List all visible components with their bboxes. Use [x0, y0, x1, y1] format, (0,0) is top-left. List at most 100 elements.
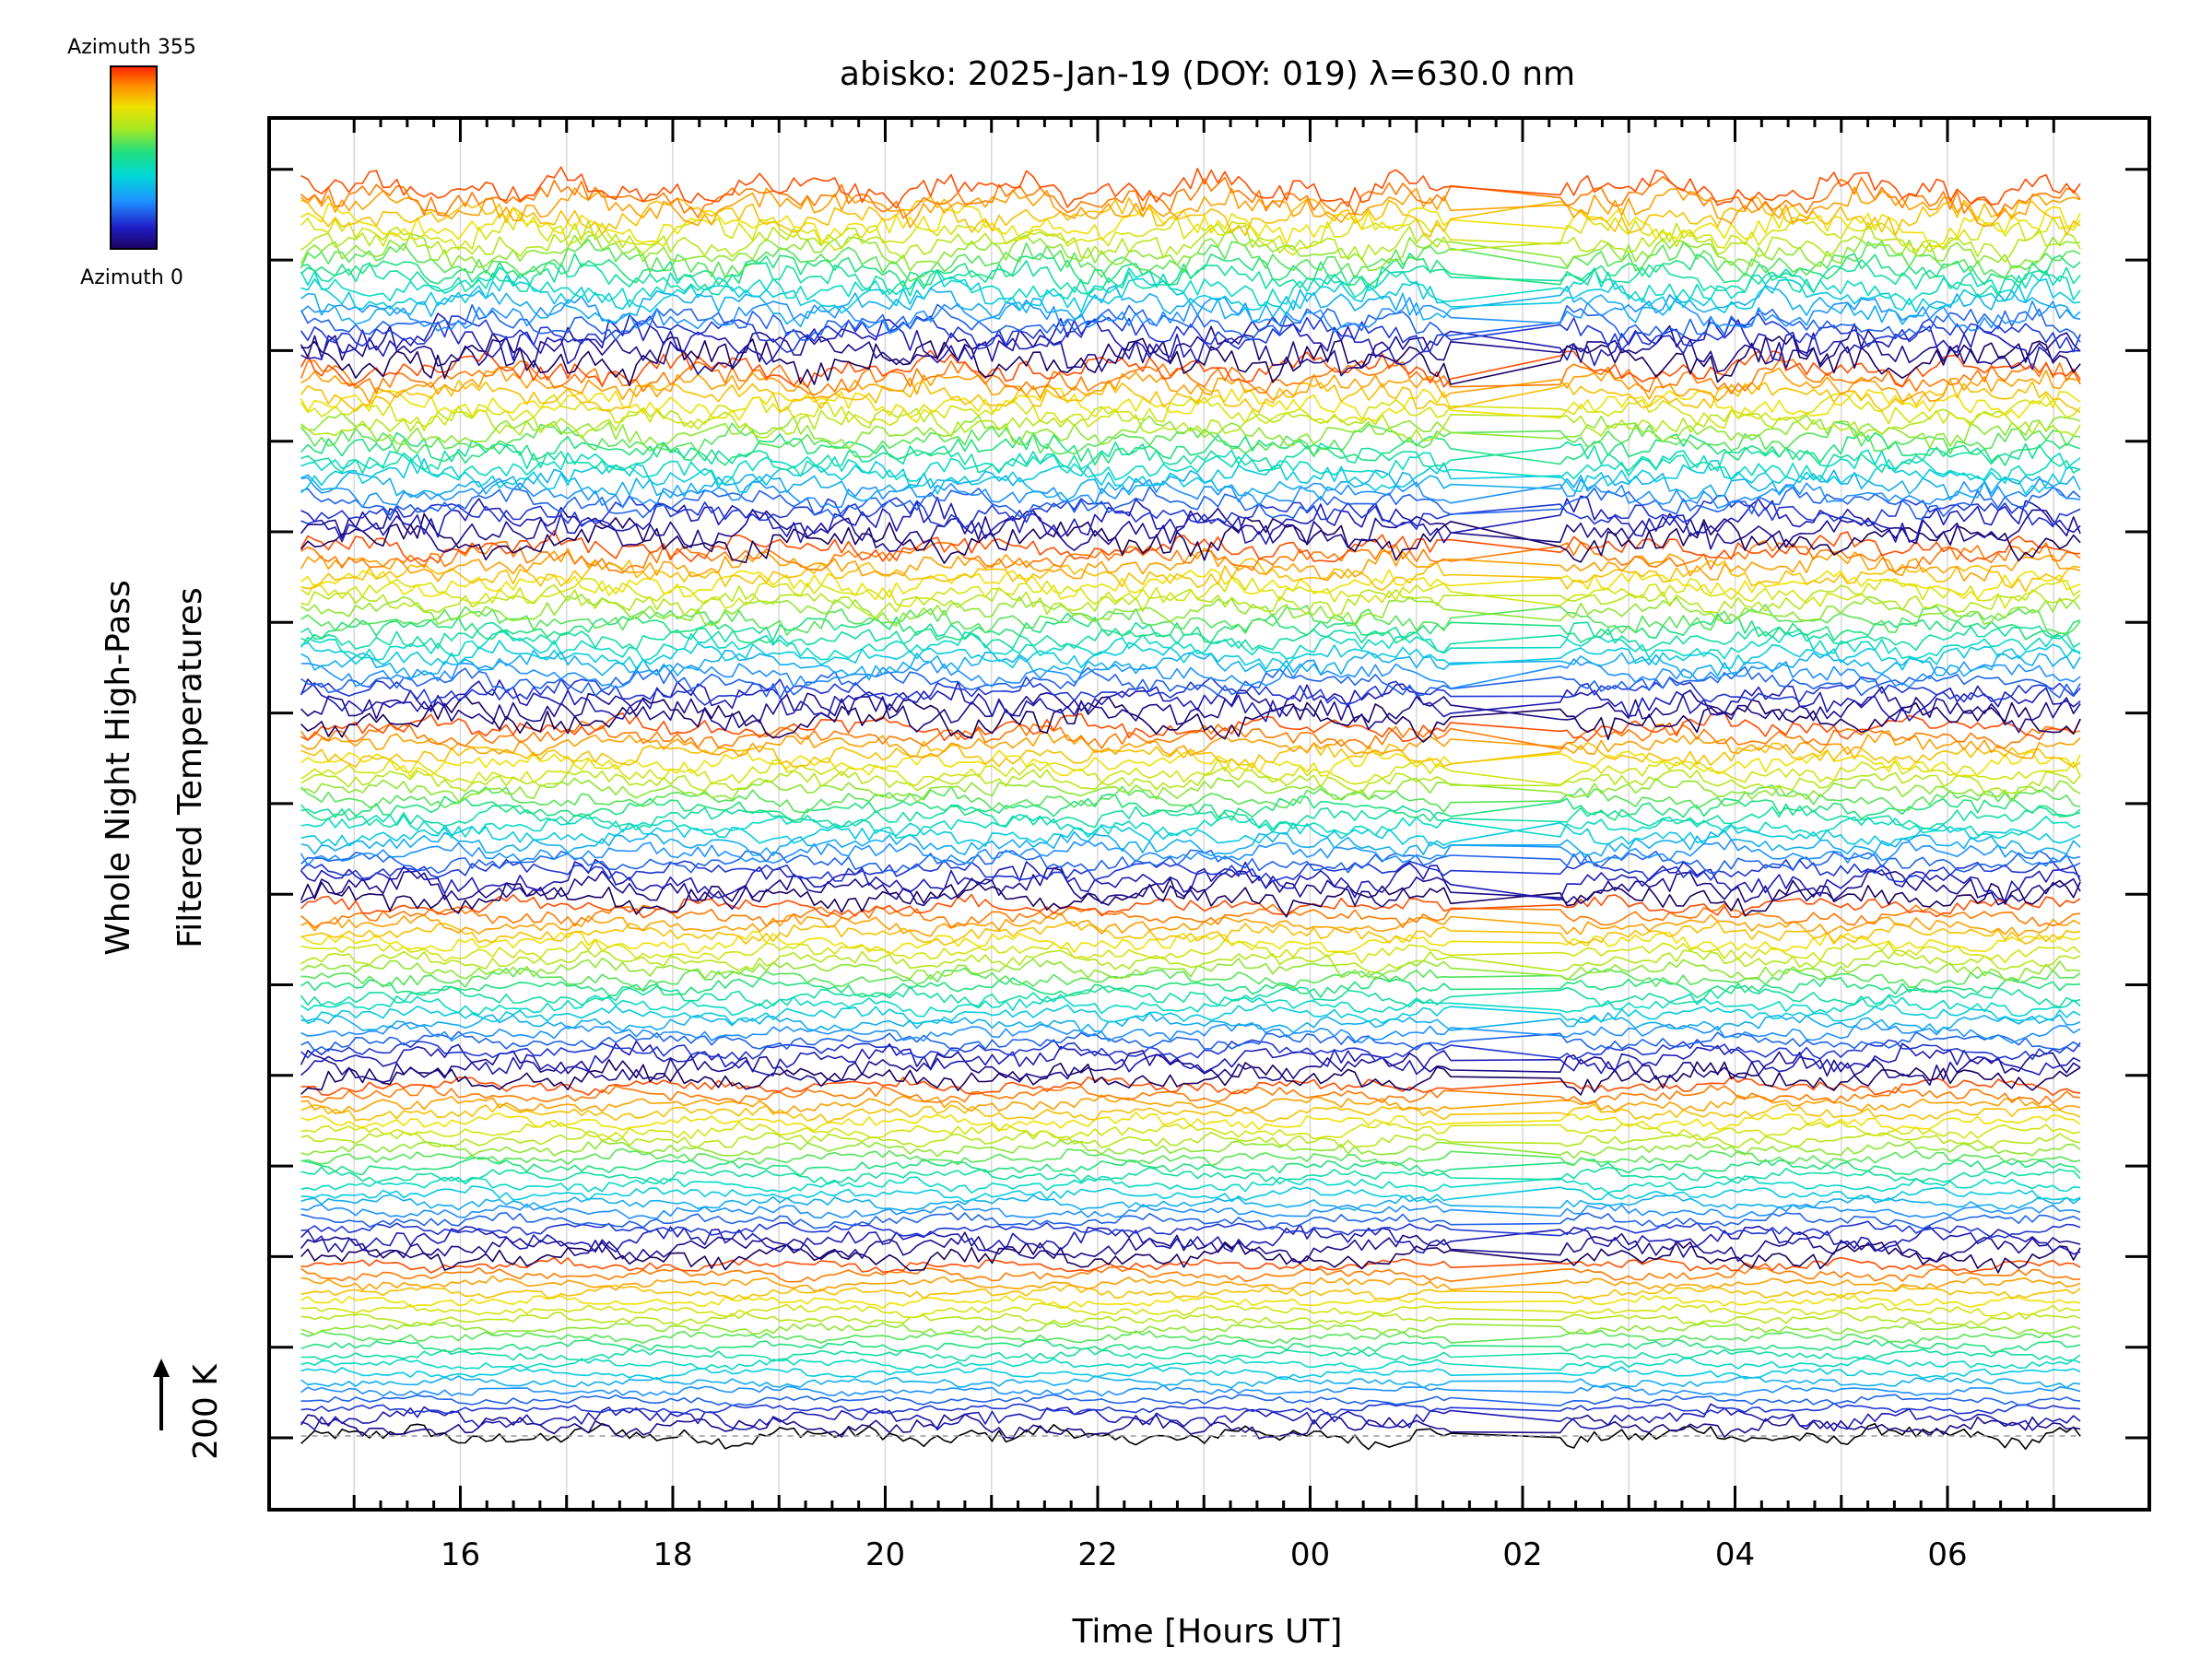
trace-line [300, 1139, 2081, 1159]
trace-line [300, 1059, 2081, 1096]
trace-line [300, 949, 2081, 973]
trace-line [300, 877, 2081, 918]
trace-line [300, 757, 2081, 786]
trace-line [300, 1166, 2081, 1185]
x-tick-label: 02 [1502, 1536, 1542, 1573]
trace-line [300, 393, 2081, 431]
trace-line [300, 1112, 2081, 1132]
trace-line [300, 1265, 2081, 1283]
trace-line [300, 468, 2081, 502]
trace-line [300, 1312, 2081, 1326]
trace-line [300, 748, 2081, 778]
trace-line [300, 1212, 2081, 1230]
trace-line [300, 266, 2081, 308]
x-tick-label: 22 [1077, 1536, 1117, 1573]
trace-line [300, 529, 2081, 564]
trace-line [300, 604, 2081, 636]
trace-line [300, 766, 2081, 794]
x-tick-label: 04 [1715, 1536, 1755, 1573]
trace-line [300, 676, 2081, 706]
x-tick-label: 16 [441, 1536, 480, 1573]
trace-line [300, 777, 2081, 803]
trace-line [300, 333, 2081, 387]
trace-line [300, 957, 2081, 982]
trace-line [300, 976, 2081, 999]
trace-line [300, 813, 2081, 840]
trace-line [300, 1338, 2081, 1354]
trace-line [300, 1293, 2081, 1310]
trace-line [300, 406, 2081, 442]
chart-title: abisko: 2025-Jan-19 (DOY: 019) λ=630.0 n… [840, 55, 1575, 93]
trace-line [300, 967, 2081, 991]
trace-line [300, 993, 2081, 1018]
trace-line [300, 720, 2081, 750]
trace-line [300, 303, 2081, 343]
x-tick-label: 18 [653, 1536, 692, 1573]
trace-line [300, 359, 2081, 396]
trace-line [300, 1050, 2081, 1088]
trace-line [300, 665, 2081, 700]
trace-line [300, 984, 2081, 1008]
trace-line [300, 1004, 2081, 1025]
trace-line [300, 1076, 2081, 1097]
trace-line [300, 1321, 2081, 1335]
trace-line [300, 712, 2081, 743]
trace-line [300, 1012, 2081, 1034]
trace-line [300, 1423, 2081, 1451]
trace-line [300, 219, 2081, 263]
trace-line [300, 195, 2081, 238]
plot-frame [267, 116, 2151, 1512]
trace-line [300, 1366, 2081, 1381]
trace-line [300, 1240, 2081, 1274]
trace-line [300, 822, 2081, 847]
scale-label: 200 K [187, 1363, 225, 1460]
trace-line [300, 547, 2081, 582]
trace-line [300, 540, 2081, 574]
trace-line [300, 803, 2081, 831]
trace-line [300, 412, 2081, 450]
trace-line [300, 457, 2081, 495]
trace-line [300, 830, 2081, 857]
trace-line [300, 858, 2081, 883]
trace-line [300, 477, 2081, 510]
trace-line [300, 1302, 2081, 1319]
trace-line [300, 349, 2081, 389]
trace-line [300, 1203, 2081, 1219]
trace-line [300, 186, 2081, 229]
trace-line [300, 794, 2081, 822]
trace-line [300, 1275, 2081, 1292]
trace-line [300, 1039, 2081, 1062]
trace-line [300, 275, 2081, 316]
trace-line [300, 730, 2081, 759]
trace-line [300, 649, 2081, 681]
trace-line [300, 621, 2081, 653]
trace-line [300, 912, 2081, 937]
axis-ticks [269, 118, 2149, 1510]
trace-line [300, 506, 2081, 553]
trace-line [300, 640, 2081, 671]
trace-line [300, 612, 2081, 644]
trace-line [300, 938, 2081, 964]
trace-line [300, 1030, 2081, 1053]
trace-line [300, 384, 2081, 423]
trace-line [300, 1102, 2081, 1124]
x-tick-label: 00 [1290, 1536, 1330, 1573]
trace-line [300, 1130, 2081, 1149]
trace-line [300, 512, 2081, 564]
trace-line [300, 678, 2081, 723]
trace-line [300, 1021, 2081, 1044]
trace-line [300, 902, 2081, 929]
trace-line [300, 1185, 2081, 1203]
trace-line [300, 1231, 2081, 1263]
trace-line [300, 312, 2081, 353]
trace-line [300, 1256, 2081, 1274]
trace-line [300, 630, 2081, 662]
trace-line [300, 176, 2081, 219]
trace-line [300, 1220, 2081, 1239]
trace-line [300, 366, 2081, 404]
trace-line [300, 449, 2081, 485]
x-tick-labels: 16 18 20 22 00 02 04 06 [441, 1536, 1968, 1573]
colorbar-bottom-label: Azimuth 0 [80, 266, 183, 289]
trace-line [300, 1121, 2081, 1141]
trace-line [300, 1329, 2081, 1345]
